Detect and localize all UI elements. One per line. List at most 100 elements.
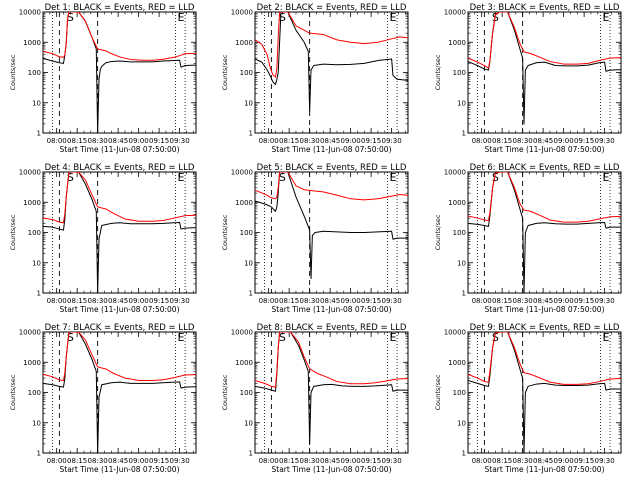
panel-title: Det 8: BLACK = Events, RED = LLD — [257, 323, 407, 333]
y-tick-label: 1000 — [235, 39, 253, 47]
plot-frame — [42, 11, 197, 134]
y-tick-label: 1 — [462, 130, 466, 138]
x-tick-label: 08:00 — [472, 457, 492, 465]
x-tick-label: 09:00 — [554, 297, 574, 305]
detector-panel: Det 9: BLACK = Events, RED = LLD 1 10 100 10… — [434, 323, 622, 474]
y-tick-label: 100 — [240, 69, 253, 77]
x-tick-label: 08:45 — [320, 457, 340, 465]
lld-series-line — [43, 12, 196, 61]
x-tick-label: 08:30 — [513, 457, 533, 465]
panel-title: Det 7: BLACK = Events, RED = LLD — [45, 323, 195, 333]
x-tick-label: 08:15 — [492, 457, 512, 465]
series-group — [255, 172, 408, 280]
end-marker: E — [603, 171, 610, 184]
y-tick-label: 1 — [249, 130, 253, 138]
detector-panel: Det 7: BLACK = Events, RED = LLD 1 10 100 10… — [9, 323, 197, 474]
x-tick-label: 08:30 — [88, 457, 108, 465]
y-tick-label: 10 — [32, 259, 41, 267]
series-group — [468, 172, 621, 293]
x-tick-label: 08:30 — [300, 297, 320, 305]
x-axis-label: Start Time (11-Jun-08 07:50:00) — [272, 305, 392, 314]
end-marker: E — [603, 11, 610, 24]
y-tick-label: 100 — [453, 229, 466, 237]
x-tick-label: 09:30 — [170, 137, 190, 145]
series-group — [468, 332, 621, 453]
y-tick-label: 10 — [32, 99, 41, 107]
events-series-line — [468, 12, 621, 125]
lld-series-line — [255, 172, 408, 201]
x-tick-label: 08:15 — [67, 137, 87, 145]
y-tick-label: 10000 — [19, 9, 41, 17]
y-axis-label: Counts/sec — [9, 54, 17, 90]
x-tick-label: 09:00 — [554, 137, 574, 145]
x-tick-label: 09:00 — [554, 457, 574, 465]
events-series-line — [43, 332, 196, 453]
x-tick-label: 09:15 — [361, 137, 381, 145]
plot-frame — [42, 331, 197, 454]
y-tick-label: 10 — [457, 99, 466, 107]
x-tick-label: 09:00 — [341, 457, 361, 465]
x-tick-label: 09:30 — [382, 457, 402, 465]
panel-title: Det 2: BLACK = Events, RED = LLD — [257, 3, 407, 13]
plot-frame — [467, 171, 622, 294]
x-axis-label: Start Time (11-Jun-08 07:50:00) — [60, 465, 180, 474]
x-tick-label: 08:30 — [300, 457, 320, 465]
x-tick-label: 09:15 — [149, 297, 169, 305]
x-tick-label: 09:30 — [170, 457, 190, 465]
detector-panel: Det 1: BLACK = Events, RED = LLD 1 10 100 10… — [9, 3, 197, 154]
y-tick-label: 1000 — [23, 199, 41, 207]
x-tick-label: 08:15 — [279, 297, 299, 305]
x-axis-label: Start Time (11-Jun-08 07:50:00) — [485, 305, 605, 314]
x-axis-label: Start Time (11-Jun-08 07:50:00) — [60, 145, 180, 154]
y-tick-label: 10000 — [19, 329, 41, 337]
events-series-line — [255, 12, 408, 113]
y-tick-label: 1 — [249, 450, 253, 458]
x-tick-label: 08:30 — [88, 297, 108, 305]
y-tick-label: 10 — [32, 419, 41, 427]
panel-title: Det 5: BLACK = Events, RED = LLD — [257, 163, 407, 173]
detector-panel: Det 4: BLACK = Events, RED = LLD 1 10 100 10… — [9, 163, 197, 314]
x-tick-label: 08:15 — [279, 137, 299, 145]
y-axis-label: Counts/sec — [434, 374, 442, 410]
x-tick-label: 09:30 — [595, 457, 615, 465]
y-axis-label: Counts/sec — [434, 54, 442, 90]
x-tick-label: 09:15 — [361, 297, 381, 305]
y-tick-label: 10000 — [231, 169, 253, 177]
y-axis-label: Counts/sec — [221, 54, 229, 90]
y-axis-label: Counts/sec — [221, 374, 229, 410]
panel-title: Det 9: BLACK = Events, RED = LLD — [470, 323, 620, 333]
y-tick-label: 1000 — [448, 39, 466, 47]
events-series-line — [468, 172, 621, 293]
start-marker: S — [279, 331, 286, 344]
x-tick-label: 08:45 — [533, 137, 553, 145]
x-tick-label: 09:15 — [149, 137, 169, 145]
x-tick-label: 08:00 — [259, 457, 279, 465]
x-tick-label: 09:30 — [595, 137, 615, 145]
x-tick-label: 09:00 — [341, 137, 361, 145]
detector-panel: Det 2: BLACK = Events, RED = LLD 1 10 100 10… — [221, 3, 409, 154]
y-tick-label: 100 — [240, 229, 253, 237]
y-tick-label: 10 — [244, 99, 253, 107]
x-axis-label: Start Time (11-Jun-08 07:50:00) — [60, 305, 180, 314]
x-tick-label: 08:00 — [47, 297, 67, 305]
detector-panel: Det 6: BLACK = Events, RED = LLD 1 10 100 10… — [434, 163, 622, 314]
y-axis-label: Counts/sec — [9, 214, 17, 250]
x-tick-label: 08:00 — [47, 457, 67, 465]
x-tick-label: 08:15 — [492, 297, 512, 305]
x-tick-label: 09:30 — [382, 297, 402, 305]
end-marker: E — [178, 11, 185, 24]
start-marker: S — [492, 171, 499, 184]
detector-panel: Det 3: BLACK = Events, RED = LLD 1 10 100 10… — [434, 3, 622, 154]
y-tick-label: 10000 — [444, 9, 466, 17]
series-group — [468, 12, 621, 125]
y-tick-label: 1000 — [23, 39, 41, 47]
series-group — [43, 172, 196, 293]
x-tick-label: 08:45 — [533, 297, 553, 305]
end-marker: E — [390, 331, 397, 344]
y-tick-label: 10 — [457, 259, 466, 267]
x-tick-label: 08:00 — [259, 297, 279, 305]
x-axis-label: Start Time (11-Jun-08 07:50:00) — [485, 145, 605, 154]
x-tick-label: 08:45 — [533, 457, 553, 465]
y-tick-label: 100 — [28, 229, 41, 237]
